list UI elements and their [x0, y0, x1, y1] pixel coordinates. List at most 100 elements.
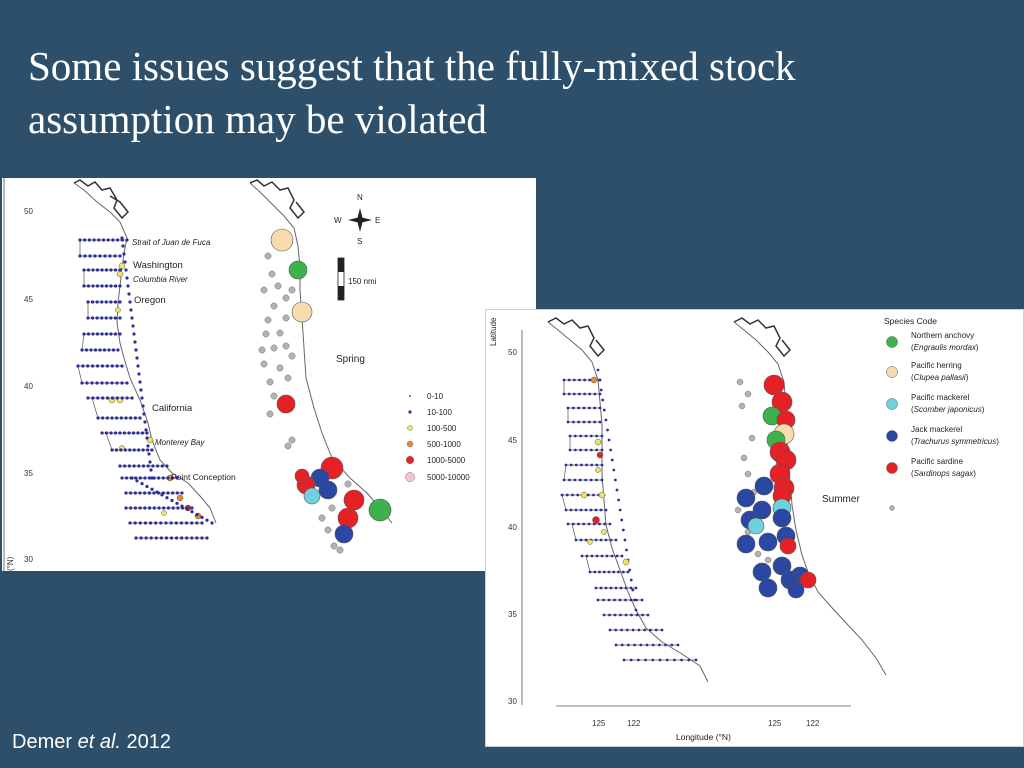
survey-dot: [572, 392, 576, 396]
survey-dot: [603, 522, 607, 526]
survey-dot: [124, 506, 128, 510]
summer-map: Latitude 50 45 40 35 30 125 122 125 122 …: [489, 316, 999, 742]
survey-dot: [584, 478, 588, 482]
survey-dot: [144, 428, 148, 432]
survey-dot: [276, 364, 284, 372]
survey-dot: [694, 658, 698, 662]
survey-dot: [282, 314, 290, 322]
survey-dot: [86, 268, 91, 272]
survey-dot: [127, 464, 131, 468]
survey-dot: [80, 381, 84, 385]
survey-dots-blue-left: [76, 236, 214, 540]
survey-dot: [274, 282, 282, 290]
survey-dot: [109, 300, 113, 304]
survey-dot: [270, 344, 278, 352]
survey-dot: [571, 522, 575, 526]
survey-dot: [115, 396, 119, 400]
lon-tick-122-a: 122: [627, 719, 641, 728]
survey-dot: [145, 484, 149, 489]
survey-dot: [121, 244, 125, 248]
survey-dot: [598, 522, 601, 526]
survey-dot: [108, 254, 112, 258]
survey-dot: [573, 478, 577, 482]
survey-dot: [604, 418, 608, 422]
survey-dot: [113, 284, 118, 288]
survey-dot: [599, 508, 603, 512]
survey-dots-summer: [560, 368, 698, 662]
survey-dot: [130, 476, 134, 480]
survey-dot: [119, 416, 123, 420]
survey-dot: [140, 482, 144, 486]
survey-dot: [630, 613, 633, 617]
survey-dot: [82, 284, 86, 288]
spring-catch-circles: [270, 228, 392, 544]
season-label-spring: Spring: [336, 354, 365, 365]
survey-dot: [138, 380, 142, 384]
survey-dot: [618, 598, 622, 602]
survey-dot: [115, 416, 119, 420]
survey-dot: [665, 658, 669, 662]
survey-dot: [588, 378, 592, 382]
survey-dot: [594, 586, 598, 590]
survey-dot: [185, 507, 189, 511]
survey-dot: [92, 238, 96, 242]
survey-dot: [131, 431, 136, 435]
survey-dot: [130, 396, 134, 400]
survey-dot: [98, 348, 102, 352]
survey-dot: [574, 463, 578, 467]
survey-dot: [598, 378, 601, 382]
survey-dot: [610, 554, 614, 558]
survey-dot: [95, 332, 100, 336]
survey-dot: [584, 434, 588, 438]
survey-dot: [643, 628, 647, 632]
survey-dot: [190, 521, 194, 525]
survey-dot: [82, 268, 86, 272]
survey-dot: [95, 284, 100, 288]
survey-dot: [90, 316, 95, 320]
survey-dot: [600, 554, 604, 558]
survey-dot: [100, 268, 104, 272]
scale-bar: 150 nmi: [337, 257, 377, 301]
survey-dot: [179, 521, 184, 525]
survey-dot: [91, 396, 95, 400]
survey-dot: [565, 493, 569, 497]
label-california: California: [152, 403, 193, 414]
survey-dot: [284, 374, 292, 382]
survey-dot: [586, 493, 590, 497]
survey-dot: [169, 536, 174, 540]
species-legend: Species Code Northern anchovy (Engraulis…: [884, 316, 999, 511]
citation-author: Demer: [12, 731, 78, 753]
survey-dot: [589, 448, 593, 452]
survey-dot: [571, 493, 574, 497]
survey-dot: [562, 392, 566, 396]
survey-dot: [150, 448, 154, 452]
survey-dot: [113, 431, 118, 435]
survey-dot: [137, 372, 141, 376]
survey-dot: [344, 480, 352, 488]
survey-dot: [109, 332, 113, 336]
survey-dot: [644, 658, 647, 662]
survey-dot: [651, 643, 655, 647]
species-anchovy-sci-line: (Engraulis mordax): [911, 343, 979, 352]
survey-dot: [687, 658, 691, 662]
survey-dot: [593, 392, 597, 396]
coast-islands-right: [249, 179, 306, 220]
survey-dot: [136, 431, 140, 435]
survey-dot: [629, 598, 633, 602]
label-washington: Washington: [133, 260, 183, 271]
compass-n: N: [357, 193, 363, 202]
survey-dot: [170, 476, 175, 480]
survey-dot: [154, 536, 158, 540]
survey-dot: [84, 348, 89, 352]
survey-dot: [101, 416, 105, 420]
survey-dot: [631, 588, 635, 592]
survey-dot: [146, 444, 150, 448]
survey-dot: [86, 332, 91, 336]
survey-dot: [103, 254, 107, 258]
survey-dot: [740, 454, 748, 462]
survey-dot: [258, 346, 266, 354]
survey-dot: [604, 508, 608, 512]
species-sardine: Pacific sardine: [911, 457, 964, 466]
survey-dot: [160, 464, 164, 468]
survey-dot: [98, 254, 102, 258]
